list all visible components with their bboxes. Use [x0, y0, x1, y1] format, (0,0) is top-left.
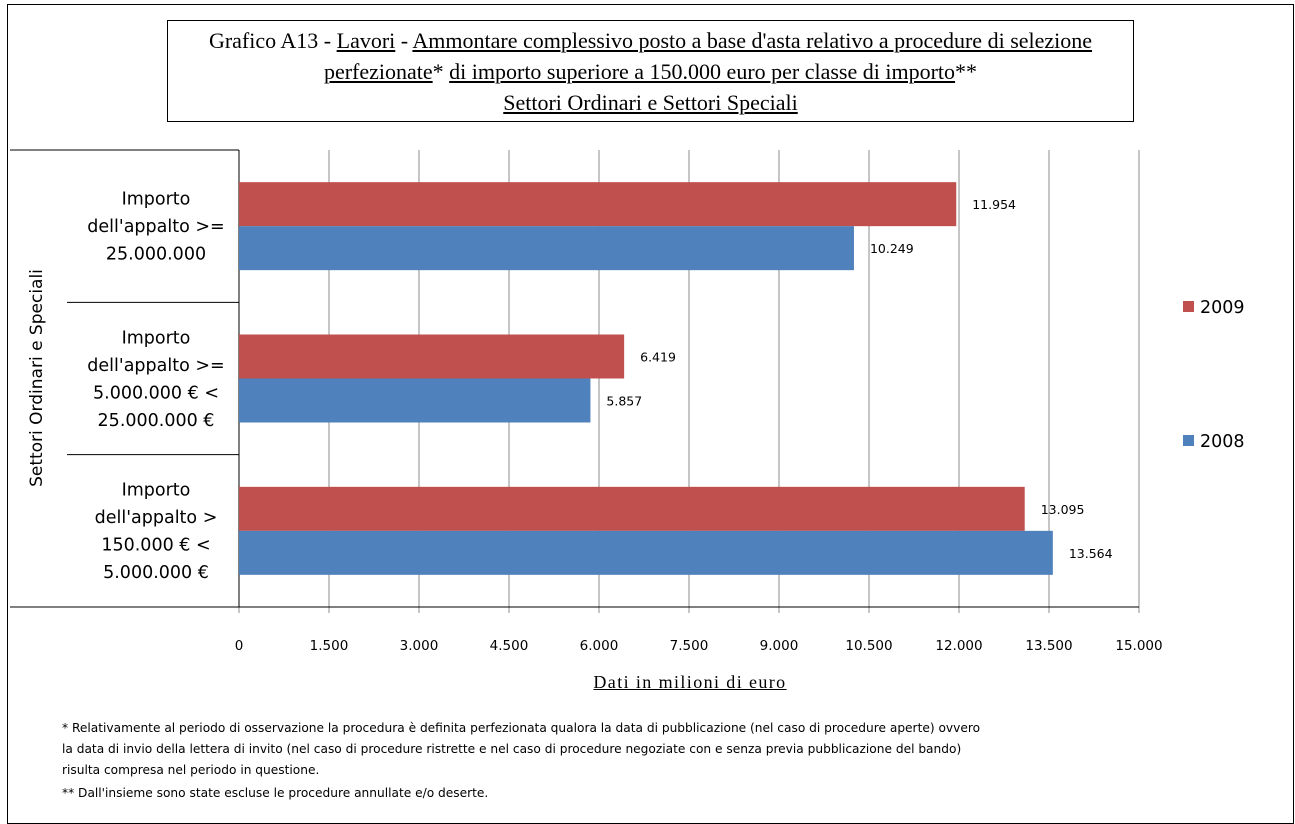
footnote-line-1: * Relativamente al periodo di osservazio…: [62, 721, 981, 735]
category-label: Importo: [122, 481, 191, 501]
chart-title: Grafico A13 - Lavori - Ammontare comples…: [167, 20, 1134, 122]
x-tick-label: 9.000: [760, 638, 799, 654]
x-tick-label: 1.500: [310, 638, 349, 654]
x-tick-label: 10.500: [845, 638, 892, 654]
category-label: dell'appalto >=: [87, 356, 224, 376]
x-tick-label: 4.500: [490, 638, 529, 654]
y-axis-title: Settori Ordinari e Speciali: [27, 269, 47, 487]
category-label: 150.000 € <: [101, 536, 210, 556]
title-line3: Settori Ordinari e Settori Speciali: [503, 90, 798, 115]
data-label: 13.564: [1069, 546, 1113, 561]
data-label: 11.954: [972, 197, 1016, 212]
category-label: 25.000.000 €: [98, 411, 215, 431]
legend-label-2008: 2008: [1200, 432, 1245, 452]
category-label: Importo: [122, 328, 191, 348]
category-label: 25.000.000: [106, 245, 206, 265]
title-part3: di importo superiore a 150.000 euro per …: [449, 59, 956, 84]
data-label: 5.857: [606, 394, 642, 409]
category-label: 5.000.000 €: [103, 563, 209, 583]
x-tick-label: 12.000: [935, 638, 982, 654]
category-label: Importo: [122, 190, 191, 210]
bar-2009: [239, 486, 1025, 531]
legend-swatch-2009: [1183, 301, 1194, 312]
bar-2009: [239, 334, 625, 379]
footnote-line-4: ** Dall'insieme sono state escluse le pr…: [62, 786, 489, 800]
legend-label-2009: 2009: [1200, 298, 1245, 318]
category-label: 5.000.000 € <: [93, 383, 219, 403]
x-tick-label: 13.500: [1025, 638, 1072, 654]
data-label: 6.419: [640, 350, 676, 365]
x-axis-title: Dati in milioni di euro: [593, 672, 787, 692]
title-part2: Ammontare complessivo posto a base d'ast…: [323, 28, 1093, 84]
title-sep: -: [395, 28, 413, 53]
x-tick-label: 15.000: [1115, 638, 1162, 654]
title-part1: Lavori: [336, 28, 396, 53]
bar-2008: [239, 378, 591, 423]
bar-2008: [239, 226, 854, 271]
bar-2008: [239, 530, 1053, 575]
category-label: dell'appalto >=: [87, 217, 224, 237]
footnote-line-3: risulta compresa nel periodo in question…: [62, 763, 320, 777]
category-label: dell'appalto >: [95, 508, 218, 528]
x-tick-label: 7.500: [670, 638, 709, 654]
x-tick-label: 3.000: [400, 638, 439, 654]
title-star1: *: [432, 59, 450, 84]
x-tick-label: 6.000: [580, 638, 619, 654]
bar-2009: [239, 182, 957, 227]
data-label: 13.095: [1041, 502, 1085, 517]
title-star2: **: [955, 59, 978, 84]
title-prefix: Grafico A13 -: [208, 28, 337, 53]
footnote-line-2: la data di invio della lettera di invito…: [62, 742, 962, 756]
x-tick-label: 0: [235, 638, 244, 654]
legend-swatch-2008: [1183, 435, 1194, 446]
data-label: 10.249: [870, 241, 914, 256]
